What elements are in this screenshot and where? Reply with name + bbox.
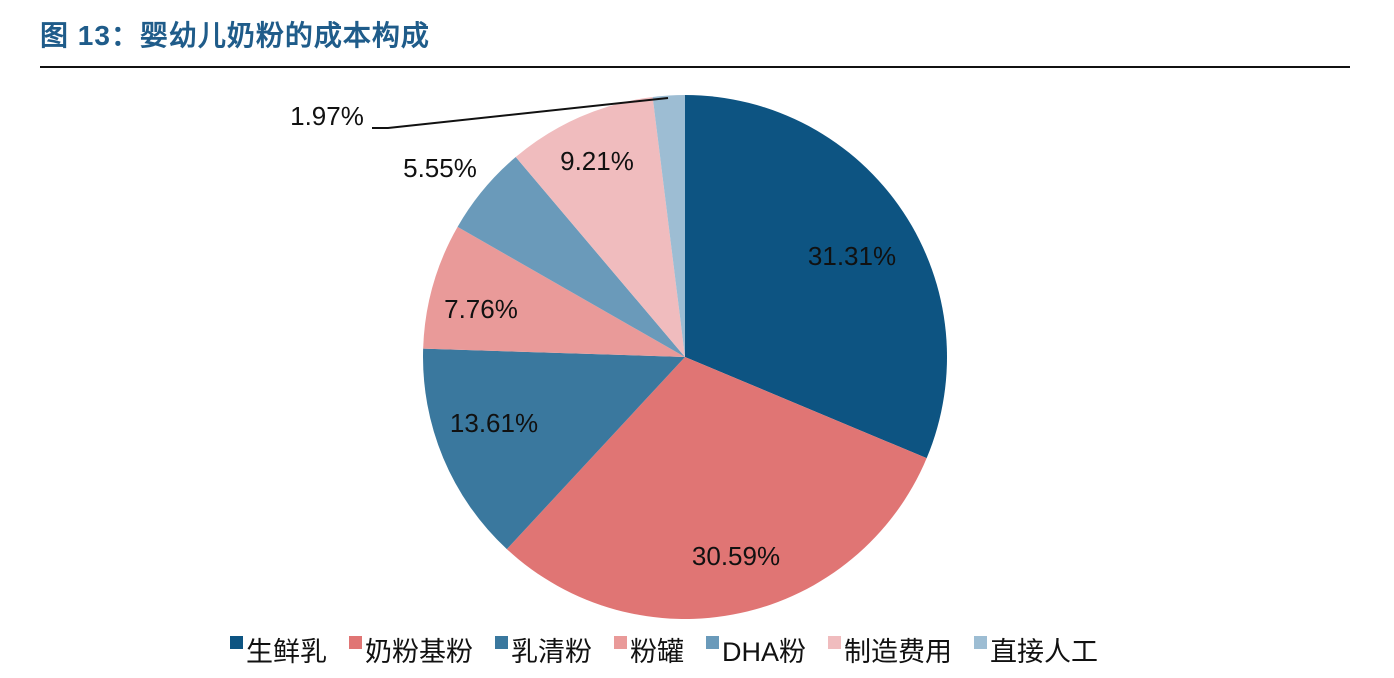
legend-swatch	[974, 636, 988, 649]
legend-item: 生鲜乳	[230, 630, 327, 669]
data-label: 31.31%	[808, 241, 896, 271]
pie-slice	[685, 95, 947, 459]
legend-swatch	[495, 636, 508, 649]
legend-label: 直接人工	[990, 637, 1099, 667]
legend-item: 直接人工	[974, 630, 1098, 669]
legend-label: DHA粉	[722, 637, 807, 667]
chart-title: 图 13：婴幼儿奶粉的成本构成	[40, 20, 430, 51]
legend-item: DHA粉	[706, 630, 806, 669]
legend-swatch	[230, 636, 243, 649]
leader-line	[372, 97, 669, 129]
pie-slice	[423, 226, 685, 357]
legend-swatch	[349, 636, 362, 649]
legend-swatch	[614, 636, 627, 649]
legend-item: 乳清粉	[495, 630, 592, 669]
title-divider	[40, 66, 1350, 68]
pie-slice	[652, 95, 685, 357]
data-label: 13.61%	[450, 408, 538, 438]
pie-slice	[515, 97, 685, 357]
pie-slice	[506, 357, 927, 619]
legend-item: 奶粉基粉	[349, 630, 473, 669]
legend-item: 粉罐	[614, 630, 684, 669]
data-label: 5.55%	[403, 153, 477, 183]
legend-label: 制造费用	[844, 637, 953, 667]
data-label: 9.21%	[560, 146, 634, 176]
legend-label: 粉罐	[630, 637, 684, 667]
pie-slice	[422, 348, 685, 550]
legend-item: 制造费用	[828, 630, 952, 669]
data-label: 7.76%	[444, 294, 518, 324]
legend: 生鲜乳 奶粉基粉 乳清粉 粉罐 DHA粉 制造费用 直接人工	[230, 630, 1098, 669]
legend-label: 生鲜乳	[246, 637, 327, 667]
legend-swatch	[706, 636, 719, 649]
data-label: 1.97%	[290, 101, 364, 131]
legend-swatch	[828, 636, 842, 649]
legend-label: 乳清粉	[511, 637, 592, 667]
pie-slice	[457, 157, 685, 357]
data-label: 30.59%	[692, 541, 780, 571]
legend-label: 奶粉基粉	[365, 637, 473, 667]
